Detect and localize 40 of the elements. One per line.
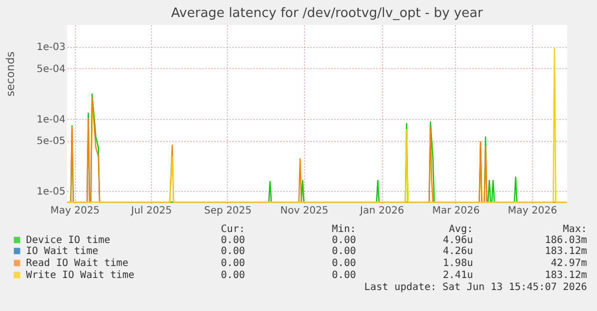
text: 0.00: [332, 235, 356, 246]
text: 1.98u: [442, 258, 473, 269]
line-series: [67, 48, 567, 203]
text: 4.96u: [442, 235, 473, 246]
text: Avg:: [448, 224, 473, 235]
text: Last update: Sat Jun 13 15:45:07 2026: [364, 282, 587, 293]
x-tick-label: Jan 2026: [359, 206, 404, 216]
text: Min:: [332, 224, 356, 235]
legend-label: Device IO time: [26, 235, 110, 246]
text: 2.41u: [442, 270, 473, 281]
x-tick-label: May 2025: [50, 206, 100, 216]
legend-label: Read IO Wait time: [26, 258, 128, 269]
text: 0.00: [220, 235, 245, 246]
y-axis-title: seconds: [4, 51, 17, 96]
text: 0.00: [332, 246, 356, 257]
text: 42.97m: [550, 258, 587, 269]
y-tick-label: 1e-05: [36, 186, 66, 198]
text: 0.00: [220, 258, 245, 269]
chart-title: Average latency for /dev/rootvg/lv_opt - by year: [171, 6, 484, 21]
x-tick-label: Jul 2025: [130, 206, 172, 216]
x-tick-label: May 2026: [508, 206, 558, 216]
text: 186.03m: [544, 235, 587, 246]
legend-label: IO Wait time: [26, 246, 98, 257]
text: 4.26u: [442, 246, 473, 257]
y-tick-label: 1e-04: [36, 114, 66, 126]
text: 0.00: [220, 270, 245, 281]
text: 183.12m: [544, 270, 587, 281]
text: Max:: [562, 224, 587, 235]
x-tick-label: Sep 2025: [204, 206, 252, 216]
text: Cur:: [220, 224, 245, 235]
x-tick-label: Mar 2026: [432, 206, 480, 216]
text: 0.00: [332, 270, 356, 281]
legend-label: Write IO Wait time: [26, 270, 134, 281]
y-tick-label: 1e-03: [36, 42, 66, 54]
y-tick-label: 5e-04: [36, 64, 66, 75]
y-tick-label: 5e-05: [36, 136, 66, 148]
text: 183.12m: [544, 246, 587, 257]
text: 0.00: [332, 258, 356, 269]
x-tick-label: Nov 2025: [280, 206, 328, 216]
text: 0.00: [220, 246, 245, 257]
